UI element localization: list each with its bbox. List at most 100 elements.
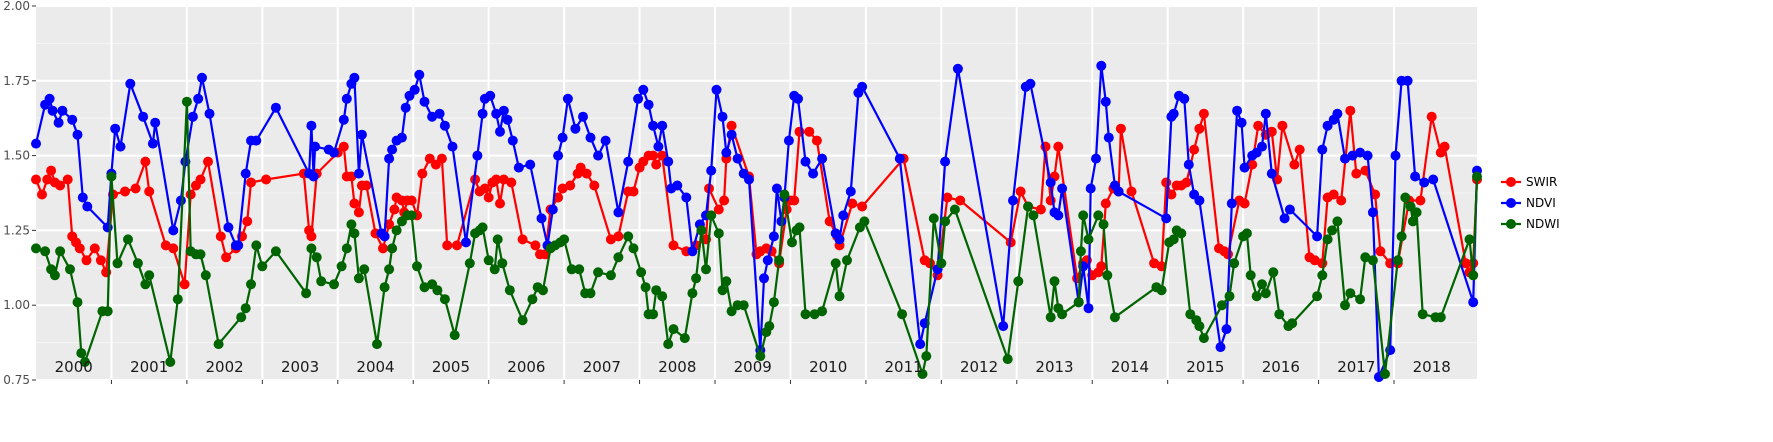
- data-point-swir: [31, 174, 41, 185]
- data-point-ndwi: [165, 357, 176, 367]
- data-point-swir: [1247, 159, 1258, 170]
- data-point-swir: [589, 180, 600, 191]
- data-point-ndvi: [952, 63, 963, 74]
- data-point-ndvi: [1183, 159, 1194, 170]
- data-point-ndvi: [1113, 186, 1124, 197]
- data-point-ndwi: [1241, 228, 1252, 239]
- data-point-ndvi: [77, 192, 88, 203]
- data-point-ndwi: [372, 339, 382, 350]
- data-point-ndvi: [1312, 231, 1323, 242]
- data-point-ndvi: [762, 255, 773, 266]
- data-point-ndvi: [67, 114, 78, 125]
- data-point-ndvi: [1232, 105, 1243, 116]
- data-point-swir: [261, 174, 272, 185]
- data-point-swir: [81, 255, 92, 266]
- data-point-ndwi: [706, 210, 717, 221]
- data-point-ndvi: [1428, 174, 1439, 185]
- data-point-swir: [1317, 258, 1328, 269]
- y-tick-label: 1.50: [3, 149, 30, 163]
- year-label: 2017: [1337, 358, 1375, 376]
- data-point-swir: [1294, 144, 1305, 155]
- data-point-ndwi: [329, 279, 339, 290]
- data-point-ndwi: [897, 309, 908, 320]
- data-point-ndvi: [138, 111, 149, 122]
- data-point-swir: [479, 183, 490, 194]
- data-point-ndvi: [513, 162, 524, 173]
- data-point-ndvi: [1083, 303, 1094, 314]
- data-point-ndvi: [150, 117, 161, 128]
- data-point-ndwi: [1045, 312, 1056, 323]
- data-point-ndwi: [419, 282, 430, 293]
- data-point-ndvi: [744, 174, 754, 185]
- data-point-ndwi: [842, 255, 852, 266]
- data-point-ndwi: [246, 279, 256, 290]
- data-point-ndwi: [195, 249, 206, 260]
- data-point-ndwi: [613, 252, 624, 263]
- data-point-ndwi: [834, 291, 845, 302]
- legend-item-ndwi: NDWI: [1501, 217, 1560, 231]
- data-point-ndvi: [197, 72, 207, 83]
- data-point-ndwi: [76, 348, 87, 359]
- data-point-ndvi: [1091, 153, 1101, 164]
- data-point-swir: [726, 120, 737, 131]
- data-point-ndwi: [691, 273, 702, 284]
- data-point-ndvi: [721, 147, 732, 158]
- data-point-swir: [89, 243, 100, 254]
- data-point-ndwi: [713, 228, 724, 239]
- data-point-ndwi: [181, 96, 192, 107]
- data-point-ndwi: [800, 309, 811, 320]
- data-point-ndwi: [1251, 291, 1262, 302]
- data-point-ndvi: [1168, 108, 1179, 119]
- data-point-swir: [55, 180, 66, 191]
- data-point-ndwi: [1472, 171, 1482, 182]
- data-point-ndwi: [123, 234, 133, 245]
- data-point-swir: [452, 240, 462, 251]
- data-point-ndwi: [628, 243, 639, 254]
- data-point-ndwi: [1198, 333, 1209, 344]
- data-point-ndwi: [497, 258, 508, 269]
- data-point-ndvi: [1236, 117, 1247, 128]
- data-point-ndwi: [1396, 231, 1407, 242]
- data-point-swir: [179, 279, 190, 290]
- data-point-ndwi: [668, 324, 679, 335]
- data-point-swir: [195, 174, 206, 185]
- data-point-swir: [1189, 144, 1200, 155]
- data-point-swir: [1345, 105, 1356, 116]
- data-point-ndvi: [525, 159, 536, 170]
- data-point-ndwi: [1257, 279, 1267, 290]
- data-point-ndwi: [1102, 270, 1113, 281]
- data-point-ndwi: [1083, 234, 1094, 245]
- data-point-ndwi: [1023, 201, 1034, 212]
- data-point-ndvi: [1340, 153, 1350, 164]
- year-label: 2013: [1035, 358, 1073, 376]
- data-point-ndwi: [657, 291, 668, 302]
- data-point-swir: [160, 240, 171, 251]
- data-point-ndvi: [310, 141, 321, 152]
- data-point-ndvi: [1362, 150, 1373, 161]
- data-point-ndwi: [717, 285, 728, 296]
- data-point-ndwi: [1380, 369, 1390, 379]
- data-point-ndwi: [483, 255, 494, 266]
- data-point-swir: [1161, 177, 1172, 188]
- data-point-ndwi: [1194, 321, 1205, 332]
- data-point-ndwi: [477, 222, 488, 233]
- data-point-ndwi: [432, 285, 443, 296]
- data-point-swir: [338, 141, 349, 152]
- data-point-ndvi: [793, 93, 803, 104]
- data-point-ndwi: [1407, 216, 1418, 227]
- data-point-swir: [1266, 126, 1277, 137]
- data-point-ndvi: [600, 135, 611, 146]
- data-point-ndvi: [491, 108, 502, 119]
- data-point-swir: [1415, 195, 1426, 206]
- data-point-ndvi: [562, 93, 573, 104]
- data-point-swir: [1375, 246, 1386, 257]
- data-point-ndwi: [316, 276, 327, 287]
- data-point-ndwi: [1176, 228, 1187, 239]
- data-point-ndwi: [640, 282, 651, 293]
- data-point-ndvi: [193, 93, 204, 104]
- data-point-ndwi: [1245, 270, 1256, 281]
- data-point-ndvi: [638, 84, 649, 95]
- year-label: 2014: [1111, 358, 1149, 376]
- data-point-ndwi: [768, 297, 779, 308]
- data-point-ndvi: [187, 111, 198, 122]
